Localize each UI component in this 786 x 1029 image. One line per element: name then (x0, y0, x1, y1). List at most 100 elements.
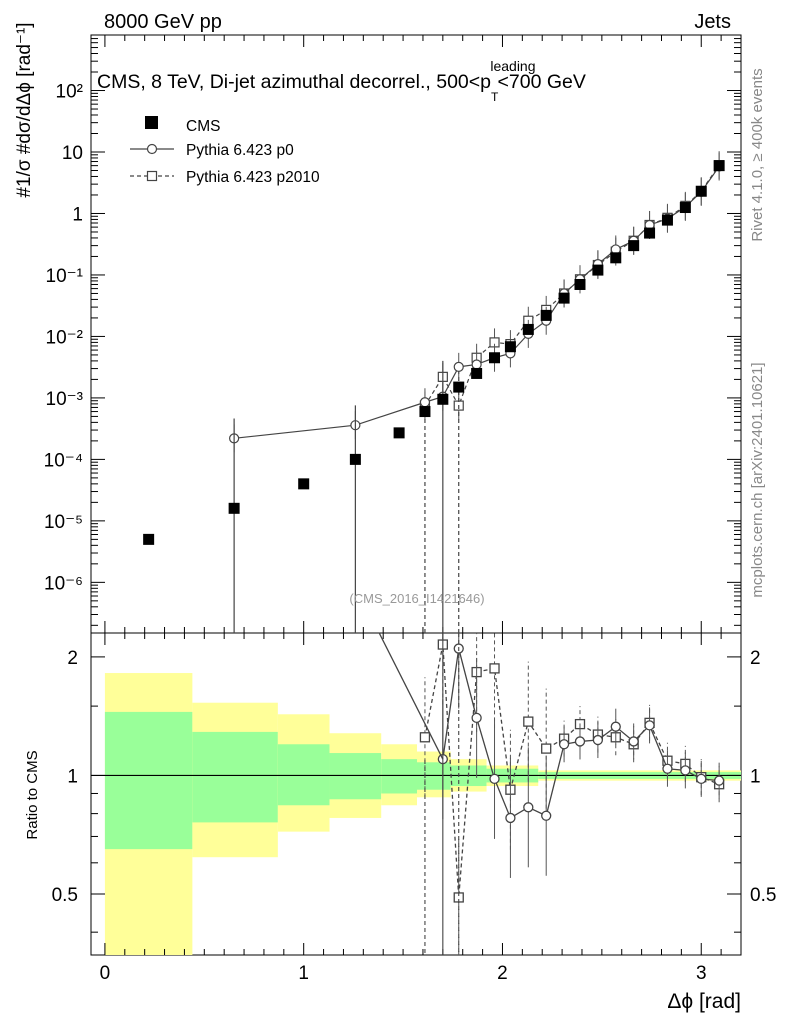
p0-point-2 (419, 397, 431, 408)
x-tick-label-2: 2 (497, 963, 508, 984)
main-y-axis-label: #1/σ #dσ/dΔϕ [rad⁻¹] (14, 22, 35, 197)
ratio-tick-label-right-2: 2 (750, 648, 761, 669)
header-right-label: Jets (694, 11, 731, 33)
y-tick-label-5: 10⁻¹ (46, 266, 84, 287)
p2010-line (424, 164, 720, 408)
cms-point-19 (661, 214, 673, 226)
pythia-p0-series (229, 152, 725, 633)
y-tick-label-3: 10⁻³ (46, 389, 84, 410)
p0-line (234, 166, 720, 439)
ratio-tick-label-right-0: 0.5 (750, 885, 776, 906)
p0-ratio-point-13 (662, 763, 673, 774)
p0-ratio-point-8 (574, 736, 586, 747)
cms-data-series (143, 160, 725, 545)
x-tick-label-3: 3 (696, 963, 707, 984)
p0-ratio-point-12 (644, 720, 655, 731)
x-axis-label: Δϕ [rad] (667, 990, 741, 1013)
cms-point-9 (489, 352, 501, 364)
p0-ratio-point-3 (489, 773, 500, 785)
band-green-2 (277, 744, 330, 806)
legend-p0-label: Pythia 6.423 p0 (186, 142, 294, 159)
legend-p0-marker (146, 143, 158, 155)
legend: CMS Pythia 6.423 p0 Pythia 6.423 p2010 (130, 116, 320, 186)
p0-ratio-offscale-line (378, 632, 444, 760)
band-green-4 (381, 759, 417, 794)
p0-point-5 (471, 359, 482, 370)
x-tick-label-1: 1 (298, 963, 309, 984)
legend-p2010-marker (146, 170, 158, 182)
p0-ratio-point-4 (505, 812, 516, 824)
cms-point-1 (228, 502, 240, 514)
cms-point-4 (393, 427, 405, 439)
cms-point-11 (522, 323, 534, 335)
band-green-0 (104, 711, 193, 850)
p2010-ratio-point-4 (489, 663, 500, 674)
cms-point-5 (419, 406, 431, 418)
band-green-1 (192, 731, 278, 823)
p0-ratio-point-15 (696, 773, 707, 785)
title-pre: CMS, 8 TeV, Di-jet azimuthal decorrel., … (97, 71, 491, 93)
y-tick-label-8: 10² (56, 82, 83, 103)
y-tick-label-2: 10⁻⁴ (44, 450, 83, 471)
p0-ratio-point-16 (713, 775, 725, 786)
ratio-tick-label-left-0: 0.5 (52, 885, 78, 906)
chart-title: CMS, 8 TeV, Di-jet azimuthal decorrel., … (97, 58, 586, 104)
ratio-tick-label-left-1: 1 (67, 766, 78, 787)
ratio-tick-label-right-1: 1 (750, 766, 761, 787)
cms-point-17 (628, 240, 640, 252)
p0-ratio-point-6 (541, 810, 552, 821)
title-sup: leading (490, 58, 535, 74)
axis-ticks: 0 1 2 3 10⁻⁶ 10⁻⁵ 10⁻⁴ 10⁻³ 10⁻² 10⁻¹ 1 10 10² 0.5 0.5… (44, 34, 776, 984)
cms-point-14 (574, 278, 586, 290)
p0-ratio-point-5 (523, 802, 534, 813)
p0-ratio-line (442, 648, 720, 819)
cms-point-20 (679, 202, 691, 214)
cms-point-3 (349, 453, 361, 465)
ratio-y-axis-label: Ratio to CMS (24, 750, 41, 839)
y-tick-label-7: 10 (62, 143, 83, 164)
analysis-watermark: (CMS_2016_I1421646) (349, 591, 484, 606)
cms-point-10 (504, 341, 516, 353)
cms-point-13 (558, 292, 570, 304)
legend-p2010-label: Pythia 6.423 p2010 (186, 169, 320, 186)
legend-cms-label: CMS (186, 118, 220, 135)
cms-point-0 (143, 533, 155, 545)
y-tick-label-1: 10⁻⁵ (44, 512, 83, 533)
p0-ratio-point-7 (558, 739, 570, 750)
cms-point-2 (298, 478, 310, 490)
p0-ratio-point-10 (610, 721, 621, 732)
pythia-p2010-series (419, 151, 725, 633)
p2010-ratio-point-7 (541, 743, 552, 754)
cms-point-8 (471, 367, 483, 379)
y-tick-label-6: 1 (72, 204, 83, 225)
cms-point-7 (453, 381, 465, 393)
x-tick-label-0: 0 (100, 963, 111, 984)
cms-point-22 (713, 160, 725, 172)
ratio-p0-series (378, 632, 725, 955)
p0-ratio-point-2 (471, 712, 482, 724)
header-left-label: 8000 GeV pp (104, 11, 222, 33)
y-tick-label-4: 10⁻² (46, 327, 84, 348)
p2010-ratio-point-0 (419, 732, 431, 743)
side-text-top: Rivet 4.1.0, ≥ 400k events (749, 68, 766, 241)
ratio-p2010-series (419, 633, 725, 955)
y-tick-label-0: 10⁻⁶ (44, 573, 83, 594)
ratio-uncertainty-bands (104, 673, 741, 955)
cms-point-16 (610, 252, 622, 264)
band-green-3 (329, 753, 382, 800)
p0-ratio-point-9 (592, 734, 604, 746)
cms-point-21 (695, 185, 707, 197)
ratio-plot-frame (90, 632, 742, 956)
p2010-ratio-point-6 (523, 716, 534, 727)
legend-cms-marker (145, 116, 158, 129)
p0-point-4 (453, 361, 464, 372)
side-text-bottom: mcplots.cern.ch [arXiv:2401.10621] (749, 362, 766, 597)
title-post: <700 GeV (498, 71, 586, 93)
p0-ratio-point-14 (680, 765, 691, 776)
cms-point-15 (592, 264, 604, 276)
ratio-tick-label-left-2: 2 (67, 648, 78, 669)
cms-point-18 (644, 227, 656, 239)
cms-point-6 (437, 393, 449, 405)
